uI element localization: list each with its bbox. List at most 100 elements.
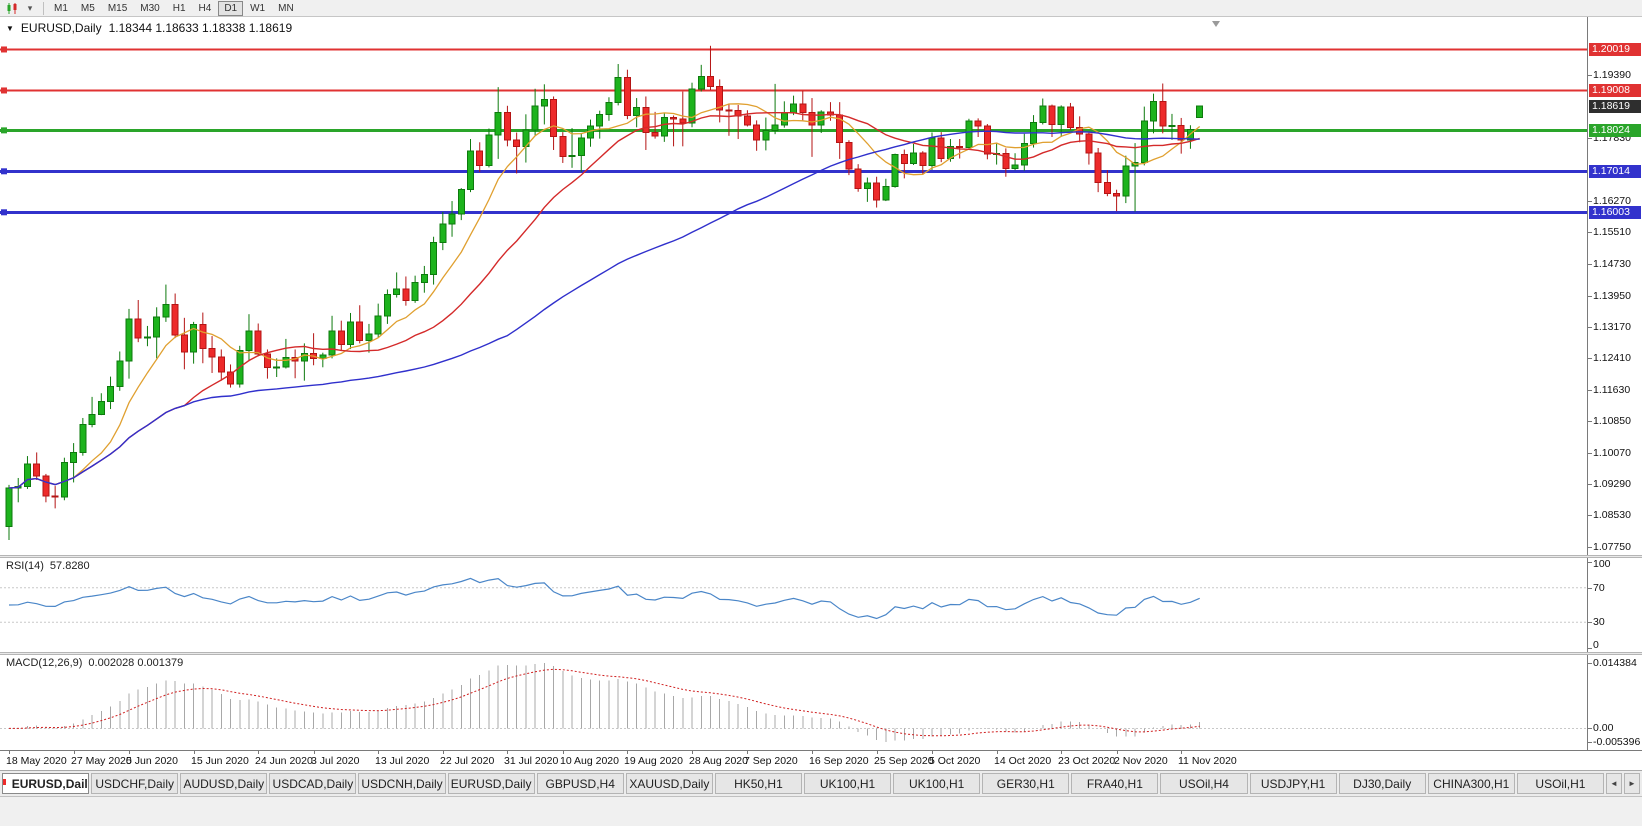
timeframe-toolbar: ▾ M1 M5 M15 M30 H1 H4 D1 W1 MN (0, 0, 1642, 17)
axis-tick-mark (1588, 515, 1592, 516)
date-axis[interactable]: 18 May 2020 27 May 2020 5 Jun 2020 15 Jun 2… (0, 750, 1642, 770)
date-label: 25 Sep 2020 (874, 755, 934, 767)
ma-fast-line (8, 103, 1201, 489)
candle-body (1103, 181, 1111, 194)
date-tick-mark (747, 751, 748, 754)
chart-menu-caret-icon[interactable]: ▼ (6, 23, 14, 33)
price-level-handle[interactable] (1, 127, 7, 134)
candle-body (153, 316, 161, 338)
timeframe-h4-button[interactable]: H4 (198, 2, 212, 14)
candle-body (448, 213, 456, 225)
timeframe-w1-button[interactable]: W1 (250, 2, 266, 14)
macd-chart-svg[interactable] (0, 655, 1587, 750)
candlestick-glyph (7, 2, 16, 14)
rsi-macd-splitter[interactable] (0, 652, 1642, 655)
chart-tab-gbpusd-h4-6[interactable]: GBPUSD,H4 (536, 773, 624, 794)
candle-body (1177, 125, 1185, 141)
axis-tick-label: 0.014384 (1593, 657, 1637, 669)
chart-ohlc-values: 1.18344 1.18633 1.18338 1.18619 (108, 21, 293, 35)
price-level-handle[interactable] (1, 168, 7, 175)
tab-label: USOil,H4 (1178, 776, 1229, 791)
price-axis[interactable]: 1.19390 1.17830 1.16270 1.15510 1.14730 1.139… (1587, 17, 1642, 555)
timeframe-mn-button[interactable]: MN (278, 2, 294, 14)
chart-shift-marker[interactable] (1212, 21, 1220, 27)
chart-tab-china300-h1-16[interactable]: CHINA300,H1 (1427, 773, 1515, 794)
timeframe-m5-button[interactable]: M5 (80, 2, 95, 14)
axis-tick-label: 1.10850 (1593, 415, 1631, 428)
candle-body (1011, 164, 1019, 170)
candle-body (411, 282, 419, 301)
chart-tab-hk50-h1-8[interactable]: HK50,H1 (714, 773, 802, 794)
candle-body (660, 117, 668, 137)
candlestick-chart-icon[interactable] (3, 1, 21, 16)
tab-label: USDCHF,Daily (95, 776, 174, 791)
chart-tab-eurusd-daily-0[interactable]: EURUSD,Daily (2, 773, 90, 794)
timeframe-d1-button[interactable]: D1 (218, 0, 244, 16)
price-level-handle[interactable] (1, 46, 7, 53)
candle-body (1122, 165, 1130, 197)
axis-tick-label: 100 (1593, 558, 1611, 570)
chart-tab-usoil-h4-13[interactable]: USOil,H4 (1160, 773, 1248, 794)
axis-tick-mark (1588, 358, 1592, 359)
chart-tab-fra40-h1-12[interactable]: FRA40,H1 (1071, 773, 1159, 794)
chart-tab-usdcnh-daily-4[interactable]: USDCNH,Daily (358, 773, 446, 794)
chart-tab-uk100-h1-10[interactable]: UK100,H1 (893, 773, 981, 794)
date-label: 22 Jul 2020 (440, 755, 495, 767)
rsi-axis[interactable]: 100 70 30 0 (1587, 558, 1642, 652)
axis-tick-mark (1588, 390, 1592, 391)
price-level-handle[interactable] (1, 209, 7, 216)
chart-tab-usdcad-daily-3[interactable]: USDCAD,Daily (269, 773, 357, 794)
date-label: 5 Jun 2020 (126, 755, 178, 767)
chart-tab-usdchf-daily-1[interactable]: USDCHF,Daily (91, 773, 179, 794)
date-label: 5 Oct 2020 (929, 755, 981, 767)
timeframe-m15-button[interactable]: M15 (107, 2, 128, 14)
candle-body (171, 303, 179, 336)
tab-label: AUDUSD,Daily (183, 776, 265, 791)
candle-body (642, 106, 650, 134)
chart-tab-uk100-h1-9[interactable]: UK100,H1 (803, 773, 892, 794)
candle-body (790, 103, 798, 114)
chart-tab-usdjpy-h1-14[interactable]: USDJPY,H1 (1249, 773, 1337, 794)
chart-tab-xauusd-daily-7[interactable]: XAUUSD,Daily (625, 773, 713, 794)
candle-body (725, 109, 733, 112)
chart-tab-eurusd-daily-5[interactable]: EURUSD,Daily (447, 773, 535, 794)
rsi-line (8, 577, 1200, 620)
candle-body (882, 185, 890, 201)
rsi-name: RSI(14) (6, 560, 44, 572)
main-chart-svg[interactable] (0, 17, 1587, 555)
timeframe-m1-button[interactable]: M1 (54, 2, 68, 14)
timeframe-m30-button[interactable]: M30 (140, 2, 160, 14)
axis-tick-label: 0 (1593, 639, 1599, 651)
chart-tab-dj30-daily-15[interactable]: DJ30,Daily (1338, 773, 1426, 794)
rsi-chart-svg[interactable] (0, 558, 1587, 652)
axis-tick-label: 1.16270 (1593, 195, 1631, 208)
candle-body (33, 463, 41, 477)
price-level-handle[interactable] (1, 87, 7, 94)
timeframe-h1-button[interactable]: H1 (172, 2, 186, 14)
candle-body (254, 330, 262, 355)
tab-scroll-right-button[interactable]: ► (1623, 773, 1640, 794)
macd-axis[interactable]: 0.014384 0.00 -0.005396 (1587, 655, 1642, 750)
chart-tab-usoil-h1-17[interactable]: USOil,H1 (1516, 773, 1604, 794)
macd-values: 0.002028 0.001379 (88, 657, 184, 669)
candle-body (983, 125, 991, 155)
rsi-panel: RSI(14) 57.8280 100 70 30 0 (0, 558, 1642, 652)
axis-tick-mark (1588, 663, 1592, 664)
tab-scroll-left-button[interactable]: ◄ (1605, 773, 1622, 794)
axis-tick-mark (1588, 264, 1592, 265)
macd-signal-line (9, 668, 1200, 737)
candle-body (1113, 192, 1121, 197)
candle-body (531, 105, 539, 131)
chart-tab-ger30-h1-11[interactable]: GER30,H1 (982, 773, 1070, 794)
axis-tick-mark (1588, 201, 1592, 202)
main-rsi-splitter[interactable] (0, 555, 1642, 558)
dropdown-caret-icon[interactable]: ▾ (27, 2, 33, 13)
candle-body (356, 321, 364, 342)
tab-chart-icon (3, 779, 6, 785)
axis-tick-mark (1588, 327, 1592, 328)
candle-body (716, 85, 724, 111)
date-label: 10 Aug 2020 (560, 755, 619, 767)
chart-tab-audusd-daily-2[interactable]: AUDUSD,Daily (180, 773, 268, 794)
candle-body (1150, 101, 1158, 122)
